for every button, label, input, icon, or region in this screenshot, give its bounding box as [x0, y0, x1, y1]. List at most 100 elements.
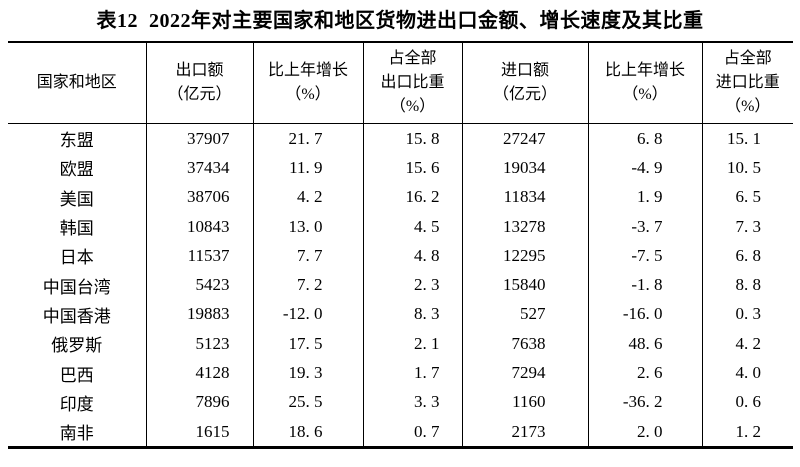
value-cell: 6. 8: [587, 123, 702, 154]
value-cell: 10. 5: [701, 153, 793, 183]
region-cell: 日本: [59, 248, 94, 268]
header-line: （亿元）: [167, 86, 232, 103]
value-cell: 527: [461, 299, 588, 330]
header-line: （%）: [389, 98, 436, 115]
value-cell: 0. 7: [362, 416, 462, 448]
value-cell: 10843: [145, 211, 253, 242]
value-cell: 7294: [461, 358, 588, 388]
value-cell: 7. 7: [252, 241, 363, 271]
value-cell: 2. 3: [362, 270, 462, 300]
value-cell: 48. 6: [587, 329, 702, 359]
value-cell: -36. 2: [587, 387, 702, 417]
value-cell: 8. 3: [362, 299, 462, 330]
value-cell: 7. 2: [252, 270, 363, 300]
region-cell: 巴西: [59, 365, 94, 385]
value-cell: 2. 6: [587, 358, 702, 388]
value-cell: 1. 2: [701, 416, 793, 448]
header-line: （%）: [622, 86, 668, 103]
region-cell: 东盟: [59, 131, 94, 151]
value-cell: 13278: [461, 211, 588, 242]
value-cell: 11. 9: [252, 153, 363, 183]
header-line: 占全部: [388, 50, 437, 67]
value-cell: 25. 5: [252, 387, 363, 417]
value-cell: 4. 2: [252, 182, 363, 212]
value-cell: 38706: [145, 182, 253, 212]
header-line: 进口额: [500, 62, 549, 79]
value-cell: 4. 2: [701, 329, 793, 359]
header-line: （%）: [285, 86, 331, 103]
region-cell: 印度: [59, 394, 94, 414]
value-cell: 15. 6: [362, 153, 462, 183]
header-line: 出口额: [175, 62, 224, 79]
value-cell: -16. 0: [587, 299, 702, 330]
column-header-import-value: 进口额 （亿元）: [461, 42, 588, 124]
header-row: 国家和地区 出口额 （亿元） 比上年增长 （%） 占全部 出口比重 （%） 进口…: [8, 42, 793, 124]
value-cell: 0. 6: [701, 387, 793, 417]
value-cell: -3. 7: [587, 211, 702, 242]
header-line: （亿元）: [492, 86, 557, 103]
column-header-export-value: 出口额 （亿元）: [145, 42, 253, 124]
value-cell: 1160: [461, 387, 588, 417]
value-cell: 2. 1: [362, 329, 462, 359]
column-header-import-growth: 比上年增长 （%）: [587, 42, 702, 124]
value-cell: 2173: [461, 416, 588, 448]
header-line: 比上年增长: [604, 62, 685, 79]
value-cell: 8. 8: [701, 270, 793, 300]
value-cell: 1. 7: [362, 358, 462, 388]
value-cell: 11834: [461, 182, 588, 212]
table-row: 中国台湾 5423 7. 2 2. 3 15840 -1. 8 8. 8: [8, 270, 793, 300]
region-cell: 欧盟: [59, 160, 94, 180]
table-row: 中国香港 19883 -12. 0 8. 3 527 -16. 0 0. 3: [8, 299, 793, 330]
value-cell: 13. 0: [252, 211, 363, 242]
value-cell: 3. 3: [362, 387, 462, 417]
value-cell: 15840: [461, 270, 588, 300]
value-cell: 4128: [145, 358, 253, 388]
region-cell: 中国香港: [42, 306, 111, 326]
value-cell: 37907: [145, 123, 253, 154]
value-cell: 7. 3: [701, 211, 793, 242]
table-row: 俄罗斯 5123 17. 5 2. 1 7638 48. 6 4. 2: [8, 329, 793, 359]
column-header-import-share: 占全部 进口比重 （%）: [701, 42, 793, 124]
value-cell: 1615: [145, 416, 253, 448]
header-line: 进口比重: [715, 74, 780, 91]
value-cell: 18. 6: [252, 416, 363, 448]
value-cell: 16. 2: [362, 182, 462, 212]
trade-table: 国家和地区 出口额 （亿元） 比上年增长 （%） 占全部 出口比重 （%） 进口…: [8, 41, 793, 450]
header-line: 国家和地区: [36, 74, 117, 91]
header-line: 占全部: [723, 50, 772, 67]
value-cell: 5123: [145, 329, 253, 359]
table-title: 表12 2022年对主要国家和地区货物进出口金额、增长速度及其比重: [96, 10, 704, 32]
region-cell: 俄罗斯: [51, 336, 103, 356]
column-header-export-growth: 比上年增长 （%）: [252, 42, 363, 124]
table-row: 欧盟 37434 11. 9 15. 6 19034 -4. 9 10. 5: [8, 153, 793, 183]
value-cell: -12. 0: [252, 299, 363, 330]
header-line: （%）: [725, 98, 771, 115]
value-cell: 19. 3: [252, 358, 363, 388]
table-row: 南非 1615 18. 6 0. 7 2173 2. 0 1. 2: [8, 416, 793, 448]
table-row: 印度 7896 25. 5 3. 3 1160 -36. 2 0. 6: [8, 387, 793, 417]
value-cell: 19883: [145, 299, 253, 330]
value-cell: 21. 7: [252, 123, 363, 154]
value-cell: 11537: [145, 241, 253, 271]
value-cell: 7896: [145, 387, 253, 417]
value-cell: 15. 1: [701, 123, 793, 154]
value-cell: 0. 3: [701, 299, 793, 330]
column-header-export-share: 占全部 出口比重 （%）: [362, 42, 462, 124]
value-cell: 7638: [461, 329, 588, 359]
value-cell: 4. 5: [362, 211, 462, 242]
value-cell: -7. 5: [587, 241, 702, 271]
value-cell: 17. 5: [252, 329, 363, 359]
value-cell: 4. 0: [701, 358, 793, 388]
value-cell: -4. 9: [587, 153, 702, 183]
value-cell: 5423: [145, 270, 253, 300]
region-cell: 南非: [59, 424, 94, 444]
table-row: 韩国 10843 13. 0 4. 5 13278 -3. 7 7. 3: [8, 211, 793, 242]
column-header-region: 国家和地区: [8, 42, 146, 124]
value-cell: 19034: [461, 153, 588, 183]
value-cell: 15. 8: [362, 123, 462, 154]
value-cell: 37434: [145, 153, 253, 183]
header-line: 比上年增长: [267, 62, 348, 79]
region-cell: 中国台湾: [42, 277, 111, 297]
table-row: 东盟 37907 21. 7 15. 8 27247 6. 8 15. 1: [8, 123, 793, 154]
